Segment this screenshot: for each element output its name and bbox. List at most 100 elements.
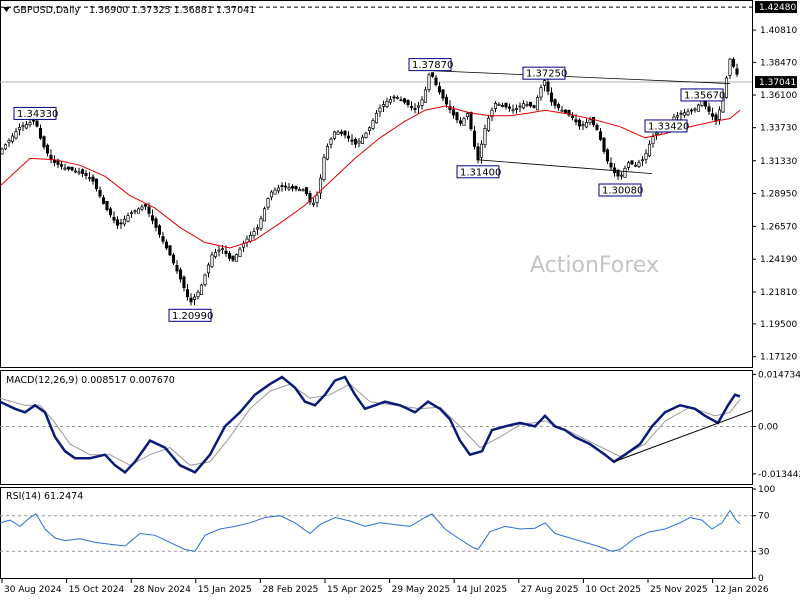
candle-body <box>651 136 655 145</box>
candle-body <box>322 157 326 180</box>
candle-body <box>378 107 382 113</box>
candle-body <box>619 174 624 177</box>
candle-body <box>626 162 631 168</box>
candle-body <box>385 101 389 107</box>
candle-body <box>136 208 141 214</box>
candle-body <box>395 97 400 99</box>
candle-body <box>262 208 267 222</box>
candle-body <box>549 92 554 103</box>
candle-body <box>490 109 494 118</box>
price-annotation-label: 1.34330 <box>17 109 58 120</box>
candle-body <box>339 131 344 134</box>
price-annotation-box <box>456 165 500 179</box>
price-annotation-box <box>13 106 57 120</box>
price-trendline <box>429 70 731 84</box>
candle-body <box>73 170 78 173</box>
candle-body <box>297 189 302 192</box>
price-annotation-box <box>598 183 642 197</box>
candle-body <box>413 108 417 110</box>
candle-body <box>647 143 652 157</box>
candle-body <box>602 137 606 152</box>
candle-body <box>693 108 697 111</box>
candle-body <box>710 113 715 117</box>
candle-body <box>388 99 393 103</box>
candle-body <box>315 194 319 203</box>
candle-body <box>91 176 95 182</box>
candle-body <box>416 105 421 108</box>
macd-trendline <box>613 410 753 463</box>
candle-body <box>437 86 442 93</box>
candle-body <box>112 216 116 221</box>
candle-body <box>45 144 50 154</box>
top-level-badge <box>755 1 797 14</box>
candle-body <box>521 103 526 109</box>
chart-menu-icon[interactable] <box>3 7 10 12</box>
candle-body <box>199 284 204 295</box>
candle-body <box>434 77 438 86</box>
candle-body <box>714 114 718 122</box>
candle-body <box>105 200 109 210</box>
candle-body <box>518 105 522 108</box>
candle-body <box>157 225 162 235</box>
macd-panel <box>0 370 753 485</box>
candle-body <box>185 289 190 298</box>
candle-body <box>493 103 498 109</box>
candle-body <box>654 132 659 135</box>
candle-body <box>10 135 15 142</box>
rsi-tick-label: 100 <box>758 485 775 495</box>
watermark: ActionForex <box>530 253 659 278</box>
candle-body <box>451 109 456 116</box>
price-annotation-label: 1.37250 <box>526 69 567 80</box>
candle-body <box>269 191 274 198</box>
candle-body <box>633 164 638 167</box>
candle-body <box>150 215 155 221</box>
candle-body <box>154 218 158 228</box>
candle-body <box>353 138 358 145</box>
time-tick-label: 30 Aug 2024 <box>4 585 62 595</box>
candle-body <box>129 212 134 215</box>
price-tick-label: 1.33730 <box>760 124 797 134</box>
candle-body <box>161 236 165 242</box>
candle-body <box>140 206 144 210</box>
candle-body <box>371 120 375 129</box>
candle-body <box>168 245 172 256</box>
price-tick-label: 1.31330 <box>760 157 797 167</box>
candle-body <box>686 111 690 116</box>
candle-body <box>717 109 722 120</box>
candle-body <box>532 105 536 108</box>
price-annotation-box <box>408 58 452 72</box>
candle-body <box>483 128 487 146</box>
rsi-line <box>0 509 741 552</box>
candle-body <box>581 124 585 127</box>
candle-body <box>486 117 491 132</box>
time-tick-label: 15 Jan 2025 <box>198 585 252 595</box>
candle-body <box>101 197 106 204</box>
candle-body <box>682 112 687 116</box>
candle-body <box>210 254 214 267</box>
candle-body <box>311 202 316 205</box>
candle-body <box>427 74 431 90</box>
candle-body <box>325 146 330 160</box>
time-tick-label: 12 Jan 2026 <box>715 585 769 595</box>
candle-body <box>441 89 445 99</box>
candle-body <box>301 189 305 192</box>
candle-body <box>266 198 270 208</box>
candle-body <box>171 254 176 264</box>
candle-body <box>546 81 550 92</box>
macd-axis: 0.014734 0.00 -0.013442 <box>0 370 800 480</box>
ohlc-values: 1.36900 1.37325 1.36881 1.37041 <box>89 5 255 16</box>
price-annotation-label: 1.35670 <box>684 90 725 101</box>
time-tick-label: 28 Feb 2025 <box>262 585 318 595</box>
candle-body <box>374 112 379 124</box>
symbol-label: GBPUSD,Daily 1.36900 1.37325 1.36881 1.3… <box>13 5 255 16</box>
candle-body <box>406 99 410 106</box>
candle-body <box>556 104 561 109</box>
candle-body <box>255 227 260 230</box>
candle-body <box>588 119 592 124</box>
candle-body <box>203 274 207 285</box>
rsi-tick-label: 70 <box>758 512 770 522</box>
price-annotation-box <box>644 119 688 133</box>
candle-body <box>59 164 64 167</box>
candle-body <box>455 112 459 121</box>
candle-body <box>206 264 211 274</box>
